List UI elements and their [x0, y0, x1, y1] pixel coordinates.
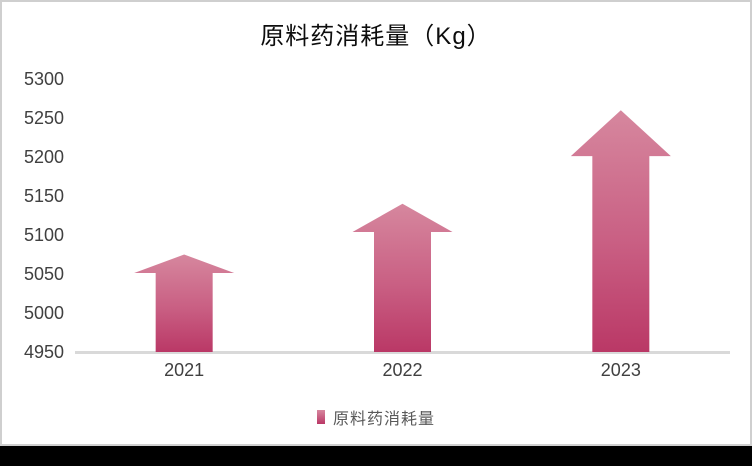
plot-area: 5300 5250 5200 5150 5100 5050 5000 4950 2021 2022…	[2, 2, 750, 444]
bar-arrow-2021	[134, 254, 235, 352]
legend: 原料药消耗量	[2, 405, 750, 429]
y-tick-label: 5250	[23, 108, 64, 128]
y-tick-label: 5200	[23, 147, 64, 167]
y-tick-label: 5000	[23, 303, 64, 323]
bars-layer	[134, 110, 671, 352]
chart-title: 原料药消耗量（Kg）	[260, 23, 492, 50]
y-tick-label: 5300	[23, 69, 64, 89]
x-axis-label: 2023	[600, 360, 641, 380]
bottom-black-bar	[0, 446, 752, 466]
y-tick-label: 5050	[23, 264, 64, 284]
x-axis-line	[75, 351, 730, 354]
x-axis-label: 2022	[382, 360, 423, 380]
chart-card: 原料药消耗量（Kg） 5300 5250 5200 5150 5100 5050 5000 4…	[0, 0, 752, 446]
legend-series-label: 原料药消耗量	[332, 411, 435, 428]
legend-marker-icon	[316, 410, 325, 424]
y-tick-label: 4950	[23, 342, 64, 362]
y-tick-label: 5150	[23, 186, 64, 206]
bar-arrow-2022	[352, 203, 453, 352]
y-tick-label: 5100	[23, 225, 64, 245]
bar-arrow-2023	[570, 110, 671, 352]
x-axis-label: 2021	[164, 360, 205, 380]
